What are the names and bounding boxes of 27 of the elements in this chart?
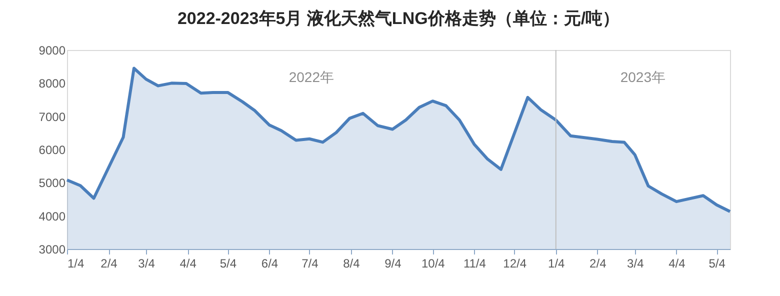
x-tick-label: 6/4 <box>261 256 278 270</box>
x-tick-label: 5/4 <box>708 256 726 270</box>
x-tick-label: 10/4 <box>421 256 446 270</box>
y-tick-label: 9000 <box>38 44 66 58</box>
x-tick-label: 3/4 <box>627 256 644 270</box>
x-tick-label: 1/4 <box>68 256 85 270</box>
x-tick-label: 9/4 <box>384 256 402 270</box>
x-tick-label: 4/4 <box>668 256 686 270</box>
y-tick-label: 4000 <box>38 209 66 224</box>
annotation: 2023年 <box>620 69 666 85</box>
x-tick-label: 7/4 <box>302 256 319 270</box>
chart-title: 2022-2023年5月 液化天然气LNG价格走势（单位：元/吨） <box>177 9 620 28</box>
y-tick-label: 3000 <box>38 242 66 256</box>
annotation: 2022年 <box>288 69 334 85</box>
x-tick-label: 5/4 <box>220 256 237 270</box>
x-tick-label: 11/4 <box>463 256 486 270</box>
y-tick-label: 7000 <box>38 110 66 124</box>
y-tick-label: 5000 <box>38 176 66 190</box>
x-tick-label: 8/4 <box>343 256 360 270</box>
x-tick-label: 12/4 <box>503 256 527 270</box>
x-tick-label: 3/4 <box>138 256 156 270</box>
x-tick-label: 4/4 <box>180 256 197 270</box>
y-tick-label: 8000 <box>38 76 66 91</box>
x-tick-label: 2/4 <box>100 256 118 270</box>
y-tick-label: 6000 <box>38 143 66 157</box>
x-tick-label: 1/4 <box>548 256 566 270</box>
x-tick-label: 2/4 <box>590 256 607 270</box>
